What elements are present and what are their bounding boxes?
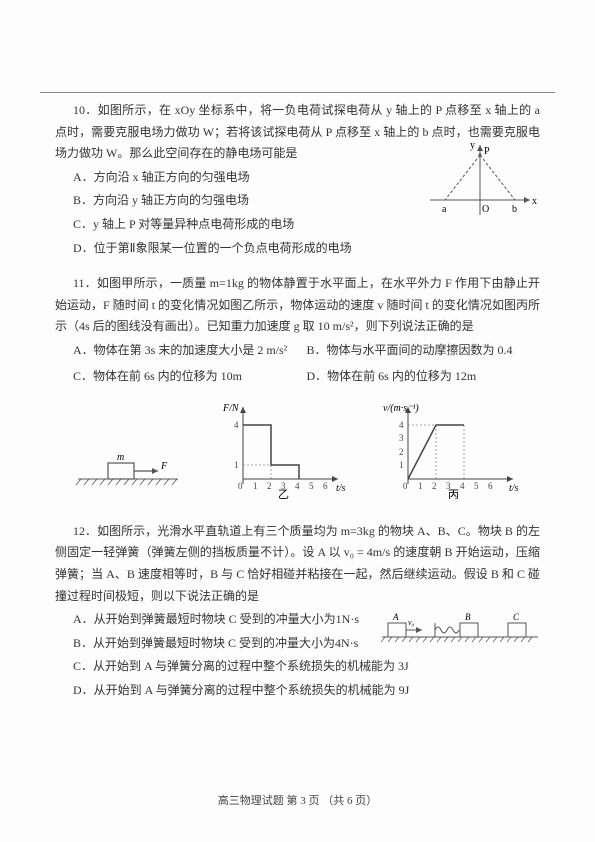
- svg-text:0: 0: [403, 481, 408, 491]
- q12-text: 如图所示，光滑水平直轨道上有三个质量均为 m=3kg 的物块 A、B、C。物块 …: [55, 524, 540, 603]
- q11-figures-row: m F F/N t/s 4 1 0: [55, 399, 540, 507]
- svg-text:4: 4: [460, 481, 465, 491]
- label-b: b: [512, 204, 517, 215]
- q10-optD: D．位于第Ⅱ象限某一位置的一个负点电荷形成的电场: [73, 238, 540, 260]
- jia-m: m: [117, 452, 124, 463]
- question-11: 11．如图甲所示，一质量 m=1kg 的物体静置于水平面上，在水平外力 F 作用…: [55, 273, 540, 507]
- exam-page: P x y a O b 10．如图所示，在 xOy 坐标系中，将一负电荷试探电荷…: [0, 0, 595, 755]
- footer-text: 高三物理试题 第 3 页 （共 6 页）: [218, 795, 378, 807]
- q12-stem: 12．如图所示，光滑水平直轨道上有三个质量均为 m=3kg 的物块 A、B、C。…: [55, 521, 540, 607]
- label-x: x: [532, 196, 537, 207]
- svg-text:2: 2: [267, 481, 272, 491]
- q12-v0: v₀: [408, 618, 415, 627]
- q12-C: C: [513, 612, 520, 622]
- q12-figure: A v₀ B C: [380, 609, 540, 657]
- label-y: y: [470, 140, 475, 151]
- svg-text:1: 1: [399, 460, 404, 470]
- q12-A: A: [392, 612, 399, 622]
- label-O: O: [482, 204, 489, 215]
- svg-text:2: 2: [432, 481, 437, 491]
- q12-B: B: [465, 612, 471, 622]
- jia-F: F: [160, 461, 168, 472]
- label-P: P: [484, 146, 490, 157]
- q11-fig-bing: v/(m·s⁻¹) t/s 12 34 0 12 34 56: [383, 399, 523, 507]
- svg-text:4: 4: [399, 420, 404, 430]
- svg-text:3: 3: [399, 433, 404, 443]
- yi-ylabel: F/N: [222, 403, 240, 414]
- svg-text:5: 5: [309, 481, 314, 491]
- svg-text:6: 6: [488, 481, 493, 491]
- q10-num: 10．: [73, 103, 98, 117]
- svg-text:1: 1: [234, 460, 239, 470]
- q11-options: A．物体在第 3s 末的加速度大小是 2 m/s² B．物体与水平面间的动摩擦因…: [73, 338, 540, 389]
- bing-xlabel: t/s: [509, 483, 519, 494]
- svg-text:1: 1: [253, 481, 258, 491]
- bing-cap: 丙: [448, 489, 459, 499]
- yi-cap: 乙: [278, 488, 289, 499]
- question-10: P x y a O b 10．如图所示，在 xOy 坐标系中，将一负电荷试探电荷…: [55, 100, 540, 259]
- q11-fig-yi: F/N t/s 4 1 0 12 34 56: [218, 399, 348, 507]
- q10-figure: P x y a O b: [420, 140, 540, 238]
- q11-fig-jia: m F: [73, 429, 183, 507]
- bing-ylabel: v/(m·s⁻¹): [383, 403, 419, 414]
- q11-optA: A．物体在第 3s 末的加速度大小是 2 m/s²: [73, 340, 307, 362]
- svg-text:1: 1: [418, 481, 423, 491]
- q11-text: 如图甲所示，一质量 m=1kg 的物体静置于水平面上，在水平外力 F 作用下由静…: [55, 276, 540, 333]
- q11-optC: C．物体在前 6s 内的位移为 10m: [73, 366, 307, 388]
- svg-text:2: 2: [399, 447, 404, 457]
- question-12: A v₀ B C 12．如图所示，光滑水平直轨道上有三个质量均为 m=3kg 的…: [55, 521, 540, 702]
- q11-optD: D．物体在前 6s 内的位移为 12m: [307, 366, 541, 388]
- yi-xlabel: t/s: [336, 483, 346, 494]
- svg-text:6: 6: [323, 481, 328, 491]
- q12-num: 12．: [73, 524, 97, 538]
- label-a: a: [442, 204, 447, 215]
- svg-text:0: 0: [238, 481, 243, 491]
- q11-optB: B．物体与水平面间的动摩擦因数为 0.4: [307, 340, 541, 362]
- q11-num: 11．: [73, 276, 97, 290]
- q11-stem: 11．如图甲所示，一质量 m=1kg 的物体静置于水平面上，在水平外力 F 作用…: [55, 273, 540, 338]
- page-footer: 高三物理试题 第 3 页 （共 6 页）: [0, 792, 595, 812]
- q12-optC: C．从开始到 A 与弹簧分离的过程中整个系统损失的机械能为 3J: [73, 656, 540, 678]
- svg-text:4: 4: [234, 420, 239, 430]
- q12-optD: D．从开始到 A 与弹簧分离的过程中整个系统损失的机械能为 9J: [73, 680, 540, 702]
- svg-text:4: 4: [295, 481, 300, 491]
- svg-text:5: 5: [474, 481, 479, 491]
